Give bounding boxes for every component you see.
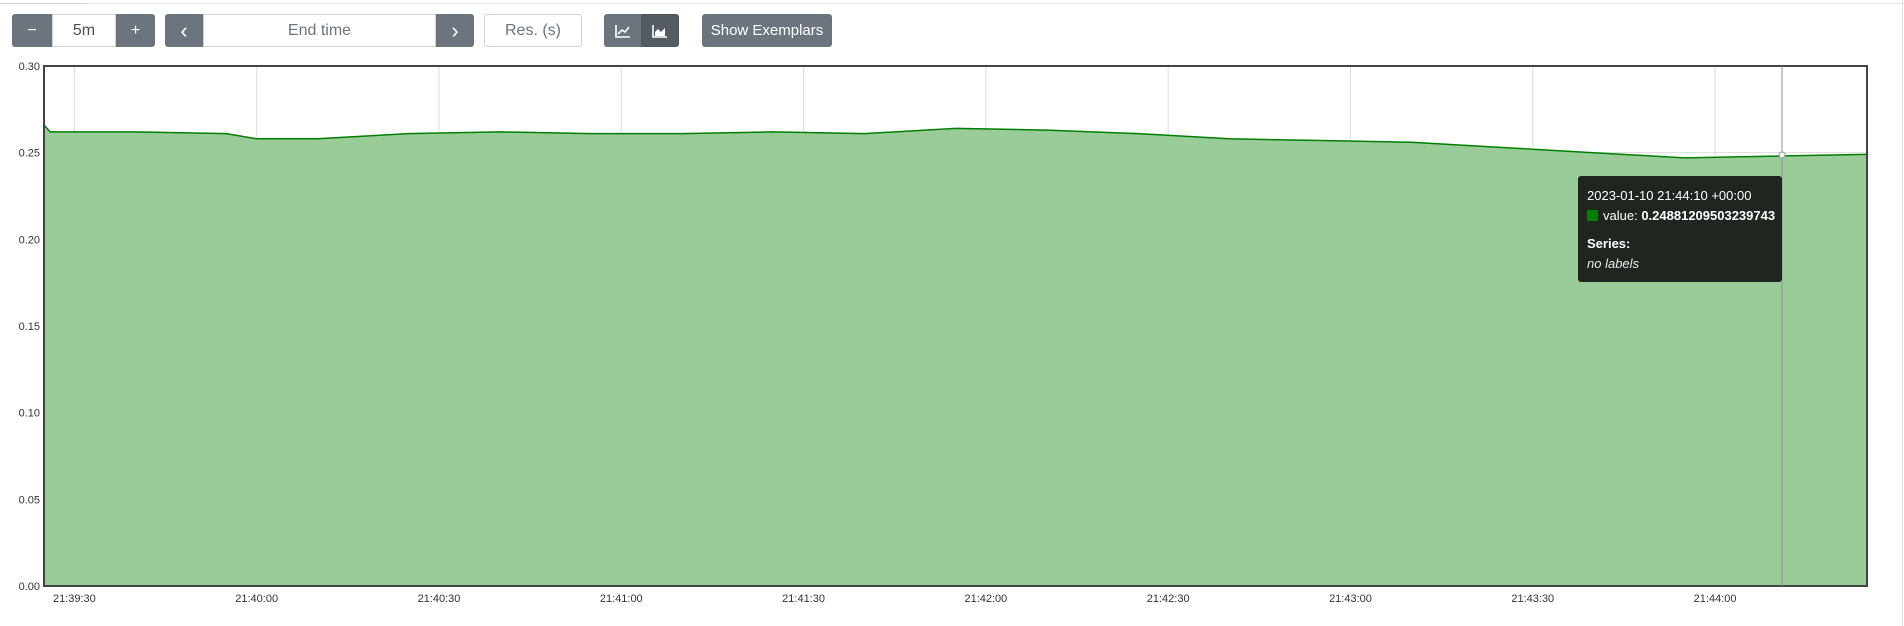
x-tick-label: 21:41:00 [600,593,643,605]
increase-range-button[interactable]: + [116,14,155,47]
decrease-range-button[interactable]: − [12,14,52,47]
x-tick-label: 21:41:30 [782,593,825,605]
plot-frame [43,65,1868,587]
y-tick-label: 0.05 [19,494,40,506]
series-area [44,124,1867,587]
line-chart-icon [614,24,630,38]
plus-icon: + [130,21,141,39]
x-tick-label: 21:40:00 [235,593,278,605]
range-input[interactable]: 5m [52,14,116,47]
x-axis: 21:39:30 21:40:00 21:40:30 21:41:00 21:41:30… [53,593,1737,605]
x-tick-label: 21:42:00 [964,593,1007,605]
stacked-mode-button[interactable] [641,14,679,47]
active-tab-indicator [0,0,84,4]
series-color-swatch [1587,210,1598,221]
y-tick-label: 0.20 [19,234,40,246]
hover-tooltip: 2023-01-10 21:44:10 +00:00 value: 0.2488… [1578,176,1782,282]
tooltip-series-label: Series: [1587,236,1631,251]
y-tick-label: 0.15 [19,321,40,333]
area-chart-icon [652,24,667,38]
y-tick-label: 0.30 [19,61,40,73]
tooltip-value-label: value: [1603,208,1638,223]
chevron-right-icon: › [451,17,459,43]
previous-time-button[interactable]: ‹ [165,14,203,47]
x-tick-label: 21:39:30 [53,593,96,605]
tooltip-time: 2023-01-10 21:44:10 +00:00 [1587,188,1752,203]
y-axis: 0.00 0.05 0.10 0.15 0.20 0.25 0.30 [19,61,40,593]
x-tick-label: 21:40:30 [418,593,461,605]
y-tick-label: 0.10 [19,408,40,420]
show-exemplars-button[interactable]: Show Exemplars [702,14,832,47]
tab-strip [0,0,1904,4]
end-time-input[interactable]: End time [203,14,436,47]
x-tick-label: 21:44:00 [1694,593,1737,605]
tooltip-labels: no labels [1587,256,1640,271]
tooltip-value: 0.24881209503239743 [1641,208,1776,223]
y-tick-label: 0.25 [19,148,40,160]
tooltip-value-row: value: 0.24881209503239743 [1587,206,1776,226]
series-line [43,124,1868,159]
y-tick-label: 0.00 [19,581,40,593]
hover-point [1778,151,1786,159]
line-mode-button[interactable] [604,14,641,47]
x-tick-label: 21:43:30 [1511,593,1554,605]
chevron-left-icon: ‹ [180,17,188,43]
resolution-input[interactable]: Res. (s) [484,14,582,47]
graph-area[interactable]: 0.000.050.100.150.200.250.30 21:39:30 21:… [0,60,1904,620]
panel-border [1902,0,1903,626]
x-tick-label: 21:43:00 [1329,593,1372,605]
x-tick-label: 21:42:30 [1147,593,1190,605]
minus-icon: − [27,21,37,39]
next-time-button[interactable]: › [436,14,474,47]
